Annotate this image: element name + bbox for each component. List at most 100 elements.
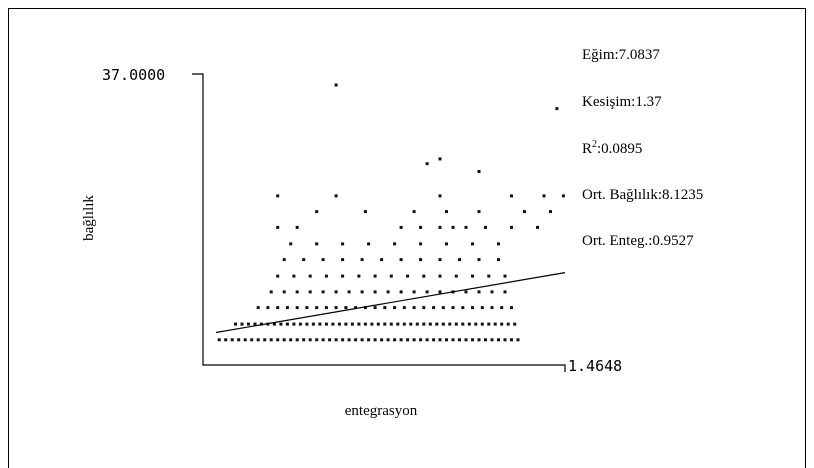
data-point [282,258,286,262]
data-point [477,258,481,262]
data-point [490,290,494,294]
data-point [393,306,397,310]
data-point [477,210,481,214]
data-point [438,157,442,161]
data-point [490,306,494,310]
data-point [471,338,474,342]
data-point [373,290,377,294]
stat-intercept: Kesişim:1.37 [582,94,662,110]
data-point [276,274,280,278]
data-point [295,306,299,310]
data-point [471,242,474,246]
data-point [315,338,319,342]
data-point [367,242,371,246]
data-point [373,274,377,278]
data-point [354,306,358,310]
data-point [516,338,520,342]
stat-r2: R2:0.0895 [582,139,642,157]
data-point [324,274,328,278]
data-point [445,210,448,214]
data-point [383,322,387,326]
data-point [461,306,465,310]
data-point [428,322,432,326]
data-point [458,338,461,342]
data-point [308,338,312,342]
data-point [497,258,500,262]
data-point [318,322,322,326]
data-point [487,274,491,278]
stat-mean-integration: Ort. Enteg.:0.9527 [582,233,694,249]
data-point [370,322,374,326]
data-point [289,338,293,342]
data-point [480,322,484,326]
data-point [282,290,286,294]
data-point [324,322,328,326]
data-point [266,306,270,310]
data-point [510,225,513,229]
data-point [269,338,273,342]
data-point [247,322,250,326]
data-point [399,225,403,229]
data-point [497,242,500,246]
data-point [561,194,565,198]
data-point [406,338,410,342]
x-axis-label: entegrasyon [345,403,418,419]
data-point [380,338,384,342]
data-point [402,306,406,310]
data-point [409,322,413,326]
data-point [263,338,267,342]
data-point [451,338,455,342]
data-point [412,306,416,310]
data-point [341,242,345,246]
data-point [344,306,348,310]
chart-frame [8,8,806,468]
data-point [292,274,296,278]
data-point [373,306,377,310]
data-point [402,322,406,326]
data-point [334,290,338,294]
data-point [347,290,351,294]
data-point [441,306,445,310]
data-point [471,274,474,278]
y-axis-label: bağlılık [81,195,97,241]
data-point [471,306,474,310]
data-point [477,338,481,342]
data-point [441,322,445,326]
data-point [276,338,280,342]
data-point [269,290,273,294]
data-point [493,322,497,326]
stat-r2-prefix: R [582,141,592,157]
data-point [376,322,380,326]
stat-mean-loyalty: Ort. Bağlılık:8.1235 [582,187,703,203]
data-point [467,322,471,326]
data-point [500,322,504,326]
data-point [451,306,455,310]
data-point [285,306,289,310]
data-point [237,338,241,342]
data-point [272,322,276,326]
data-point [341,258,345,262]
data-point [393,242,397,246]
data-point [253,322,257,326]
data-point [256,338,260,342]
data-point [432,338,436,342]
data-point [477,290,481,294]
data-point [321,338,325,342]
data-point [321,258,325,262]
data-point [523,210,526,214]
data-point [487,322,491,326]
data-point [503,338,507,342]
data-point [217,338,221,342]
data-point [315,306,319,310]
data-point [360,258,364,262]
data-point [234,322,237,326]
data-point [367,338,371,342]
data-point [311,322,315,326]
data-point [243,338,247,342]
data-point [363,306,367,310]
data-point [334,83,338,87]
trend-line [215,272,566,334]
data-point [282,338,286,342]
data-point [302,258,306,262]
